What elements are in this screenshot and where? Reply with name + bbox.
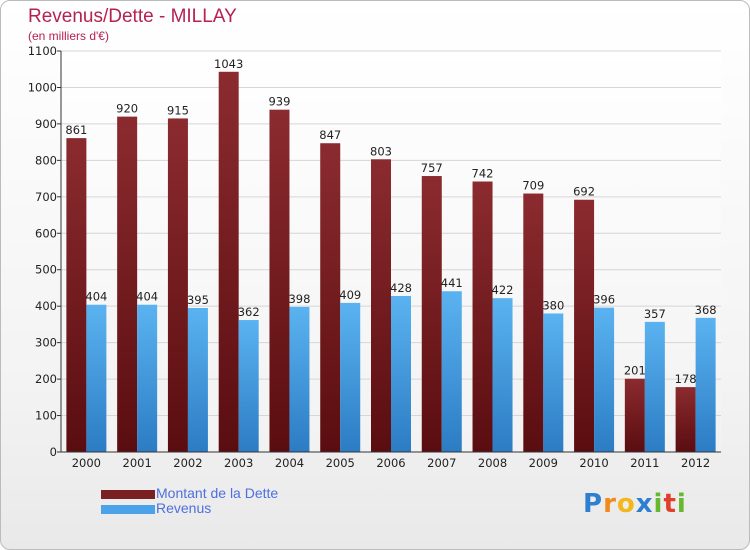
bar-debt <box>472 181 493 453</box>
y-tick-label: 900 <box>35 117 57 131</box>
y-tick-label: 500 <box>35 263 57 277</box>
data-label: 861 <box>65 123 87 137</box>
data-label: 178 <box>675 372 697 386</box>
logo-letter: o <box>616 489 636 519</box>
data-label: 742 <box>472 167 494 181</box>
logo-letter: r <box>603 489 617 519</box>
logo-letter: P <box>583 489 604 519</box>
y-tick-label: 700 <box>35 190 57 204</box>
bar-debt <box>523 193 544 452</box>
proxiti-logo: Proxiti <box>583 489 687 519</box>
legend-swatch-debt <box>101 490 155 499</box>
x-tick-label: 2000 <box>72 456 101 470</box>
bar-debt <box>421 176 442 452</box>
bar-revenus <box>86 304 107 452</box>
data-label: 757 <box>421 161 443 175</box>
bar-debt <box>218 71 239 453</box>
data-label: 422 <box>492 283 514 297</box>
data-label: 803 <box>370 144 392 158</box>
bar-revenus <box>340 302 361 452</box>
bar-debt <box>66 138 87 453</box>
bar-revenus <box>289 306 310 452</box>
data-label: 398 <box>288 292 310 306</box>
x-tick-label: 2007 <box>427 456 456 470</box>
data-label: 428 <box>390 281 412 295</box>
legend-label-revenus: Revenus <box>156 500 212 516</box>
legend-swatch-revenus <box>101 505 155 514</box>
bar-revenus <box>695 317 716 452</box>
logo-letter: t <box>663 489 677 519</box>
x-tick-label: 2006 <box>376 456 405 470</box>
bar-revenus <box>391 295 411 452</box>
bar-revenus <box>492 298 513 452</box>
x-tick-label: 2009 <box>529 456 558 470</box>
y-tick-label: 1100 <box>28 44 57 58</box>
logo-letter: x <box>635 489 654 519</box>
bar-revenus <box>441 291 462 452</box>
chart-subtitle: (en milliers d'€) <box>28 29 109 43</box>
bar-revenus <box>137 304 158 452</box>
bar-debt <box>624 378 645 452</box>
labels: 0 100 200 300 400 500 600 700 800 900 1000 1100 861 4… <box>28 44 717 470</box>
bar-revenus <box>543 313 564 452</box>
bar-debt <box>675 387 696 452</box>
data-label: 409 <box>339 288 361 302</box>
data-label: 362 <box>238 305 260 319</box>
data-label: 380 <box>542 298 564 312</box>
axes <box>57 50 721 453</box>
bar-revenus <box>238 320 259 452</box>
logo-letter: i <box>653 489 664 519</box>
data-label: 1043 <box>214 57 243 71</box>
y-tick-label: 200 <box>35 372 57 386</box>
x-tick-label: 2010 <box>579 456 608 470</box>
legend-label-debt: Montant de la Dette <box>156 485 279 501</box>
y-tick-label: 300 <box>35 336 57 350</box>
data-label: 915 <box>167 103 189 117</box>
x-tick-label: 2003 <box>224 456 253 470</box>
y-tick-label: 1000 <box>28 80 57 94</box>
data-label: 847 <box>319 128 341 142</box>
bar-revenus <box>187 308 208 452</box>
data-label: 441 <box>441 276 463 290</box>
logo-letter: i <box>676 489 687 519</box>
data-label: 920 <box>116 102 138 116</box>
data-label: 404 <box>85 290 107 304</box>
bar-debt <box>269 109 290 452</box>
data-label: 692 <box>573 185 595 199</box>
y-tick-label: 400 <box>35 299 57 313</box>
bar-debt <box>371 159 391 452</box>
y-tick-label: 100 <box>35 409 57 423</box>
x-tick-label: 2008 <box>478 456 507 470</box>
bars <box>66 71 716 453</box>
x-tick-label: 2011 <box>630 456 659 470</box>
data-label: 357 <box>644 307 666 321</box>
y-tick-label: 0 <box>50 445 57 459</box>
x-tick-label: 2004 <box>275 456 304 470</box>
x-tick-label: 2005 <box>326 456 355 470</box>
bar-revenus <box>644 321 665 452</box>
y-tick-label: 800 <box>35 153 57 167</box>
data-label: 939 <box>268 95 290 109</box>
bar-debt <box>320 143 341 453</box>
data-label: 404 <box>136 290 158 304</box>
bar-debt <box>167 118 188 452</box>
data-label: 201 <box>624 364 646 378</box>
data-label: 709 <box>522 179 544 193</box>
y-tick-label: 600 <box>35 226 57 240</box>
data-label: 368 <box>695 303 717 317</box>
data-label: 396 <box>593 293 615 307</box>
data-label: 395 <box>187 293 209 307</box>
x-tick-label: 2002 <box>173 456 202 470</box>
chart-title: Revenus/Dette - MILLAY <box>28 6 237 27</box>
x-tick-label: 2001 <box>123 456 152 470</box>
bar-revenus <box>594 307 615 452</box>
bar-debt <box>574 199 595 452</box>
bar-debt <box>117 116 138 453</box>
x-tick-label: 2012 <box>681 456 710 470</box>
